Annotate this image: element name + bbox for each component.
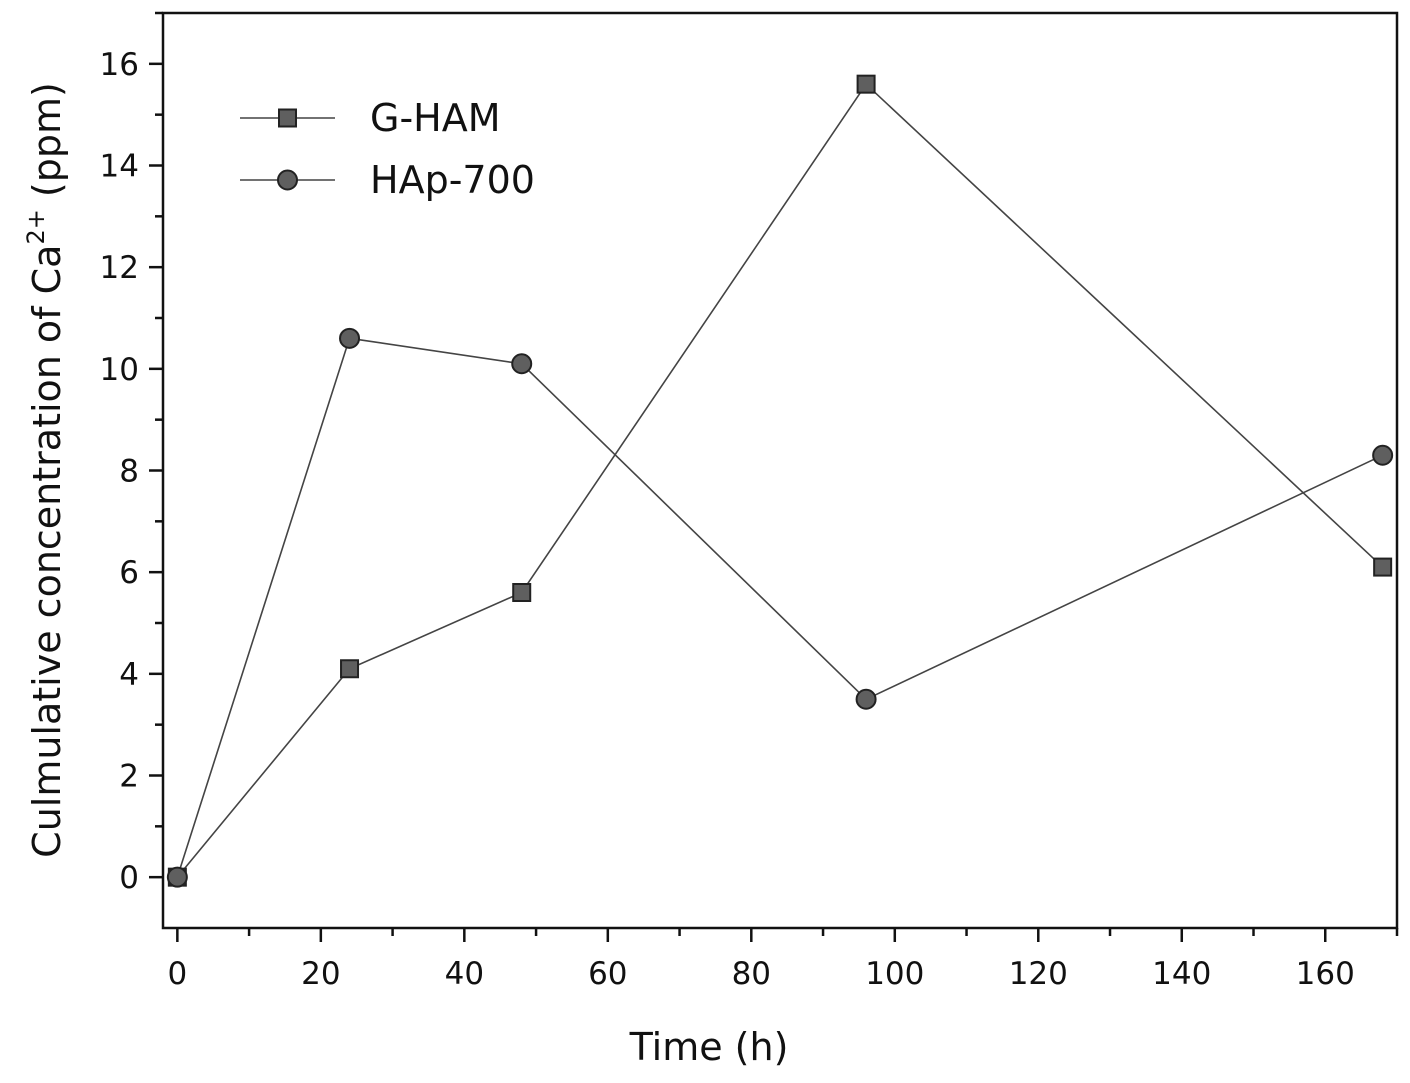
- series-hap-700: [166, 327, 1394, 888]
- series-line-hap-700: [176, 337, 1384, 878]
- y-tick-label: 16: [100, 47, 139, 83]
- x-tick-label: 120: [1009, 956, 1068, 992]
- data-point-g-ham: [340, 659, 360, 679]
- plot-frame: [161, 11, 1399, 930]
- y-tick-label: 0: [119, 860, 139, 896]
- data-point-g-ham: [1373, 557, 1393, 577]
- x-tick-label: 160: [1296, 956, 1355, 992]
- legend-marker-g-ham: [278, 108, 297, 128]
- data-point-hap-700: [1372, 444, 1394, 466]
- legend-marker-hap-700: [277, 169, 298, 191]
- legend: G-HAM HAp-700: [240, 96, 535, 202]
- x-tick-label: 40: [445, 956, 484, 992]
- x-axis-title: Time (h): [629, 1025, 789, 1069]
- y-tick-label: 8: [119, 454, 139, 490]
- data-point-g-ham: [512, 583, 532, 602]
- y-tick-label: 2: [119, 759, 139, 795]
- axes: [161, 11, 1399, 930]
- series-layer: [166, 74, 1394, 888]
- y-tick-label: 6: [119, 555, 139, 591]
- y-tick-label: 12: [100, 250, 139, 286]
- y-axis-title: Culmulative concentration of Ca2+ (ppm): [22, 82, 69, 858]
- legend-label-hap-700: HAp-700: [370, 158, 535, 202]
- data-point-hap-700: [511, 353, 533, 375]
- x-tick-label: 140: [1152, 956, 1211, 992]
- y-tick-label: 4: [119, 657, 139, 693]
- y-axis-title-unit: (ppm): [25, 82, 69, 209]
- data-point-g-ham: [856, 74, 876, 94]
- ticks: 0 20 40 60 80 100 120 140 160 0 2 4 6 8 10 12 14 16: [100, 11, 1399, 992]
- legend-label-g-ham: G-HAM: [370, 96, 501, 140]
- x-tick-label: 80: [732, 956, 771, 992]
- legend-item-hap-700: HAp-700: [240, 158, 535, 202]
- series-g-ham: [167, 74, 1393, 887]
- y-axis-title-main: Culmulative concentration of Ca: [25, 245, 69, 858]
- legend-item-g-ham: G-HAM: [240, 96, 501, 140]
- x-tick-label: 20: [301, 956, 340, 992]
- x-tick-label: 0: [167, 956, 187, 992]
- data-point-hap-700: [339, 327, 361, 349]
- data-point-hap-700: [166, 866, 188, 888]
- data-point-hap-700: [855, 688, 877, 710]
- x-tick-label: 100: [865, 956, 924, 992]
- series-line-g-ham: [176, 82, 1384, 878]
- y-tick-label: 14: [100, 149, 139, 185]
- x-tick-label: 60: [588, 956, 627, 992]
- y-axis-title-superscript: 2+: [22, 209, 50, 244]
- y-tick-label: 10: [100, 352, 139, 388]
